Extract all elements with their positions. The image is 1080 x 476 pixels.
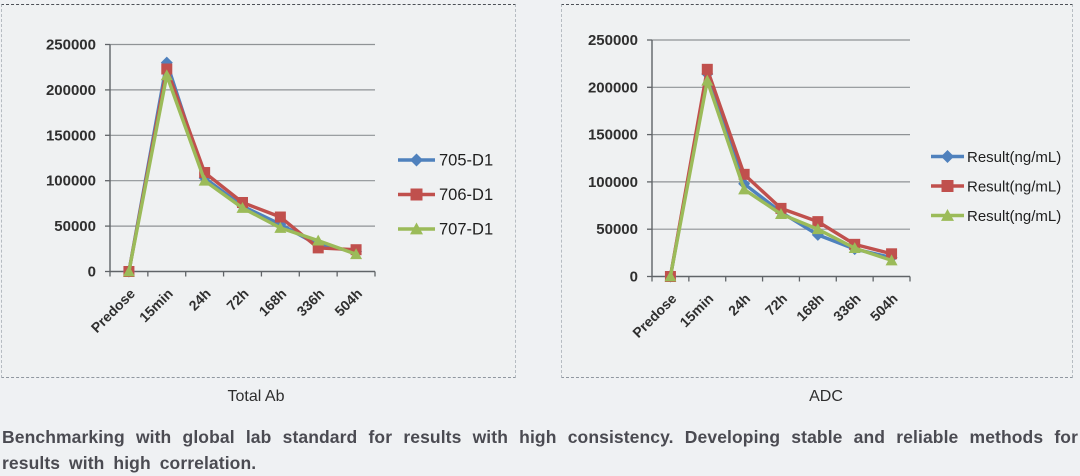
y-tick-label: 100000 xyxy=(46,173,96,190)
y-tick-label: 100000 xyxy=(588,174,638,191)
x-tick-label: 24h xyxy=(725,290,753,318)
x-tick-label: 72h xyxy=(223,285,251,313)
triangle-marker xyxy=(274,221,287,233)
square-marker xyxy=(886,248,898,260)
x-tick-label: Predose xyxy=(629,290,680,341)
y-tick-label: 50000 xyxy=(54,218,96,235)
square-marker xyxy=(410,188,423,201)
x-tick-label: 15min xyxy=(676,290,716,330)
x-tick-label: 168h xyxy=(793,290,827,324)
y-tick-label: 50000 xyxy=(596,221,638,238)
legend-label: 705-D1 xyxy=(439,152,493,170)
series-707-d1 xyxy=(122,69,363,277)
square-marker xyxy=(161,63,173,75)
square-marker xyxy=(738,168,750,180)
chart-caption-total-ab: Total Ab xyxy=(227,388,285,405)
x-tick-label: 336h xyxy=(293,285,327,319)
y-tick-label: 150000 xyxy=(46,127,96,144)
legend: 705-D1 706-D1 707-D1 xyxy=(398,152,493,239)
triangle-marker xyxy=(198,174,211,186)
chart-panel-total-ab: 0 50000 100000 150000 200000 250000 Predose 15m… xyxy=(1,4,516,378)
x-tick-label: 168h xyxy=(256,285,290,319)
x-tick-label: 72h xyxy=(762,290,790,318)
x-tick-label: 336h xyxy=(830,290,864,324)
triangle-marker xyxy=(941,209,954,221)
chart-panel-adc: 0 50000 100000 150000 200000 250000 Predose 15m… xyxy=(561,4,1073,378)
x-tick-label: 15min xyxy=(136,285,176,325)
y-tick-label: 250000 xyxy=(46,37,96,54)
x-tick-label: 504h xyxy=(867,290,901,324)
y-tick-label: 0 xyxy=(630,269,638,286)
triangle-marker xyxy=(312,234,325,246)
legend-label: 707-D1 xyxy=(439,221,493,239)
benchmark-description-text: Benchmarking with global lab standard fo… xyxy=(2,427,1078,473)
legend-label: Result(ng/mL) xyxy=(967,208,1061,225)
diamond-marker xyxy=(160,56,173,69)
x-tick-label: 504h xyxy=(331,285,365,319)
y-tick-label: 200000 xyxy=(46,82,96,99)
square-marker xyxy=(812,216,824,228)
triangle-marker xyxy=(848,242,861,254)
triangle-marker xyxy=(122,265,135,277)
triangle-marker xyxy=(775,208,787,219)
square-marker xyxy=(312,242,324,254)
y-axis: 0 50000 100000 150000 200000 250000 xyxy=(588,32,653,286)
y-tick-label: 150000 xyxy=(588,127,638,144)
square-marker xyxy=(941,180,954,192)
triangle-marker xyxy=(738,183,751,195)
y-tick-label: 200000 xyxy=(588,79,638,96)
legend: Result(ng/mL) Result(ng/mL) Result(ng/mL) xyxy=(931,149,1061,225)
line-chart-adc: 0 50000 100000 150000 200000 250000 Predose15m… xyxy=(588,32,1061,341)
legend-label: Result(ng/mL) xyxy=(967,179,1061,196)
y-tick-label: 250000 xyxy=(588,32,638,49)
x-tick-label: Predose xyxy=(88,285,139,336)
square-marker xyxy=(274,211,286,223)
series-result-ng-ml- xyxy=(664,74,898,282)
triangle-marker xyxy=(885,254,898,266)
line-chart-total-ab: 0 50000 100000 150000 200000 250000 Predose15m… xyxy=(46,37,493,336)
y-axis: 0 50000 100000 150000 200000 250000 xyxy=(46,37,111,281)
triangle-marker xyxy=(236,201,249,213)
triangle-marker xyxy=(350,248,363,260)
diamond-marker xyxy=(941,150,954,163)
x-tick-label: 24h xyxy=(185,285,213,313)
triangle-marker xyxy=(664,270,677,282)
square-marker xyxy=(199,167,211,179)
diamond-marker xyxy=(410,153,423,167)
triangle-marker xyxy=(811,223,824,235)
square-marker xyxy=(701,63,713,75)
triangle-marker xyxy=(160,69,173,81)
chart-caption-adc: ADC xyxy=(809,388,843,405)
legend-label: Result(ng/mL) xyxy=(967,149,1061,166)
y-tick-label: 0 xyxy=(88,264,96,281)
triangle-marker xyxy=(701,74,714,86)
legend-label: 706-D1 xyxy=(439,186,493,204)
triangle-marker xyxy=(410,222,423,235)
gridlines xyxy=(652,39,910,230)
